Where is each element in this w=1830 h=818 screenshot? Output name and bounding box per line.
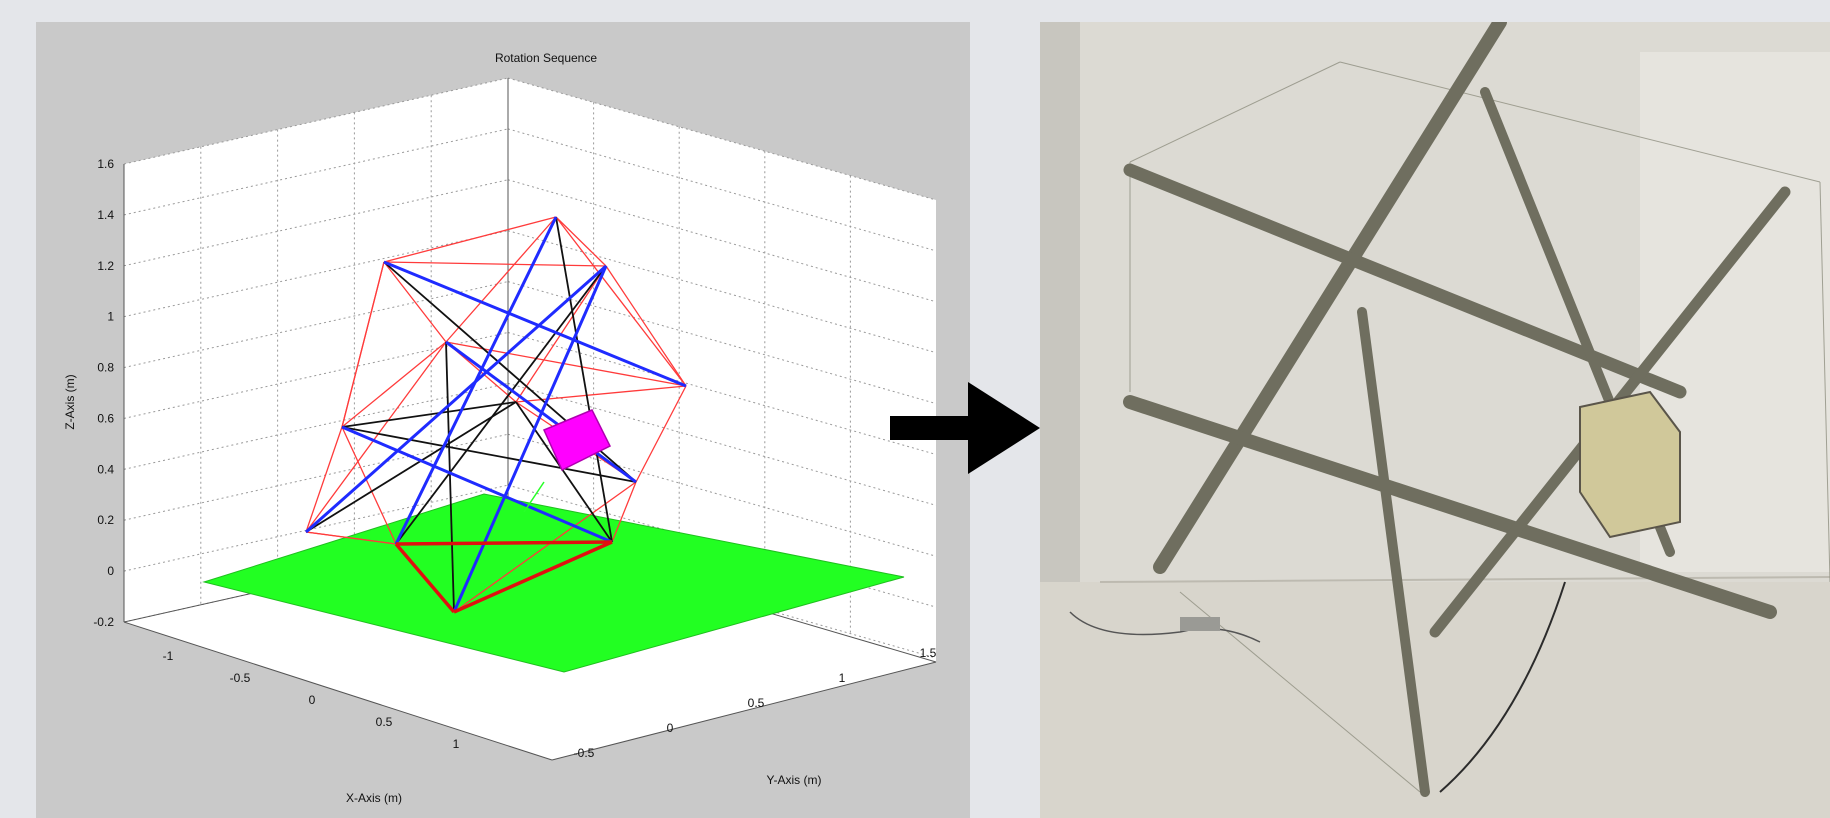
tendon-line: [383, 216, 557, 263]
inner-cable-line: [445, 341, 455, 613]
grid-line: [123, 484, 509, 572]
inner-cable-line: [341, 426, 637, 483]
grid-line: [507, 281, 937, 405]
z-axis-label: Z-Axis (m): [63, 374, 77, 429]
x-tick-label: -0.5: [230, 671, 251, 685]
y-tick-label: 0: [667, 721, 674, 735]
z-tick-label: 1.4: [97, 208, 114, 222]
strut-line: [305, 264, 607, 534]
photo-illustration: [1040, 22, 1830, 818]
tensegrity-robot-photo: [1040, 22, 1830, 818]
tendon-line: [555, 216, 687, 387]
x-tick-label: 0: [309, 693, 316, 707]
grid-line: [123, 128, 509, 216]
grid-line: [507, 433, 937, 557]
struts: [305, 216, 687, 613]
tendon-line: [555, 216, 607, 267]
plot-title: Rotation Sequence: [495, 51, 597, 65]
grid-line: [507, 128, 937, 252]
x-tick-label: 0.5: [376, 715, 393, 729]
chart-panel: Rotation Sequence -0.2 0 0.2 0.4 0.6 0.8 1 1.2 1…: [36, 22, 970, 818]
z-tick-label: 0.4: [97, 462, 114, 476]
tendon-line: [515, 385, 687, 403]
tendon-line: [611, 481, 637, 543]
grid-line: [507, 535, 937, 659]
tendon-line: [445, 216, 557, 343]
z-tick-labels: -0.2 0 0.2 0.4 0.6 0.8 1 1.2 1.4 1.6: [93, 157, 114, 629]
z-tick-label: 0: [107, 564, 114, 578]
grid-line: [123, 179, 509, 267]
payload-green-link: [523, 481, 545, 513]
grid-line: [507, 382, 937, 506]
contact-edge: [453, 540, 613, 614]
grid-line: [123, 281, 509, 369]
grid-line: [123, 433, 509, 521]
x-tick-label: 1: [453, 737, 460, 751]
y-tick-label: 0.5: [748, 696, 765, 710]
z-tick-label: 1: [107, 310, 114, 324]
inner-cable-line: [395, 265, 607, 545]
grid-line: [123, 230, 509, 318]
grid-lines: [123, 77, 937, 659]
y-tick-label: 1: [839, 671, 846, 685]
ground-contact-triangle: [394, 540, 613, 614]
x-tick-labels: -1 -0.5 0 0.5 1: [163, 649, 460, 751]
tendon-line: [341, 261, 385, 428]
tendon-line: [445, 341, 687, 387]
y-tick-label: -0.5: [574, 746, 595, 760]
grid-line: [123, 331, 509, 419]
payload-cube: [542, 409, 612, 472]
tendon-line: [305, 341, 447, 533]
inner-cables: [305, 216, 637, 613]
inner-cable-line: [515, 401, 613, 543]
tendon-line: [383, 261, 607, 267]
inner-cable-line: [555, 216, 613, 543]
tendon-line: [305, 531, 397, 545]
grid-line: [123, 382, 509, 470]
strut-line: [341, 425, 613, 544]
tendon-line: [635, 385, 687, 483]
back-wall-left: [124, 78, 508, 622]
z-tick-label: 0.2: [97, 513, 114, 527]
tendon-line: [605, 265, 687, 387]
inner-cable-line: [305, 401, 517, 533]
y-axis-label: Y-Axis (m): [767, 773, 822, 787]
inner-cable-line: [341, 401, 517, 428]
z-tick-label: 1.6: [97, 157, 114, 171]
z-tick-label: 1.2: [97, 259, 114, 273]
z-tick-label: 0.6: [97, 411, 114, 425]
z-tick-label: 0.8: [97, 361, 114, 375]
axis-edge: [551, 661, 937, 761]
grid-line: [507, 331, 937, 455]
grid-line: [507, 77, 937, 201]
ground-plane: [202, 493, 905, 673]
tendon-line: [383, 261, 447, 343]
tendon-line: [305, 426, 343, 533]
strut-line: [445, 340, 637, 484]
right-arrow-icon: [890, 382, 1040, 474]
contact-edge: [394, 542, 456, 614]
contact-edge: [395, 540, 613, 546]
tendon-line: [341, 341, 447, 428]
grid-line: [507, 230, 937, 354]
y-tick-labels: -0.5 0 0.5 1 1.5: [574, 646, 937, 760]
strut-line: [452, 265, 608, 613]
grid-line: [123, 77, 509, 165]
x-tick-label: -1: [163, 649, 174, 663]
z-tick-label: -0.2: [93, 615, 114, 629]
tendon-line: [341, 426, 397, 545]
axis-edge: [123, 621, 553, 761]
x-axis-label: X-Axis (m): [346, 791, 402, 805]
grid-line: [507, 179, 937, 303]
plot-3d: Rotation Sequence -0.2 0 0.2 0.4 0.6 0.8 1 1.2 1…: [63, 51, 937, 805]
strut-line: [383, 260, 687, 388]
y-tick-label: 1.5: [920, 646, 937, 660]
